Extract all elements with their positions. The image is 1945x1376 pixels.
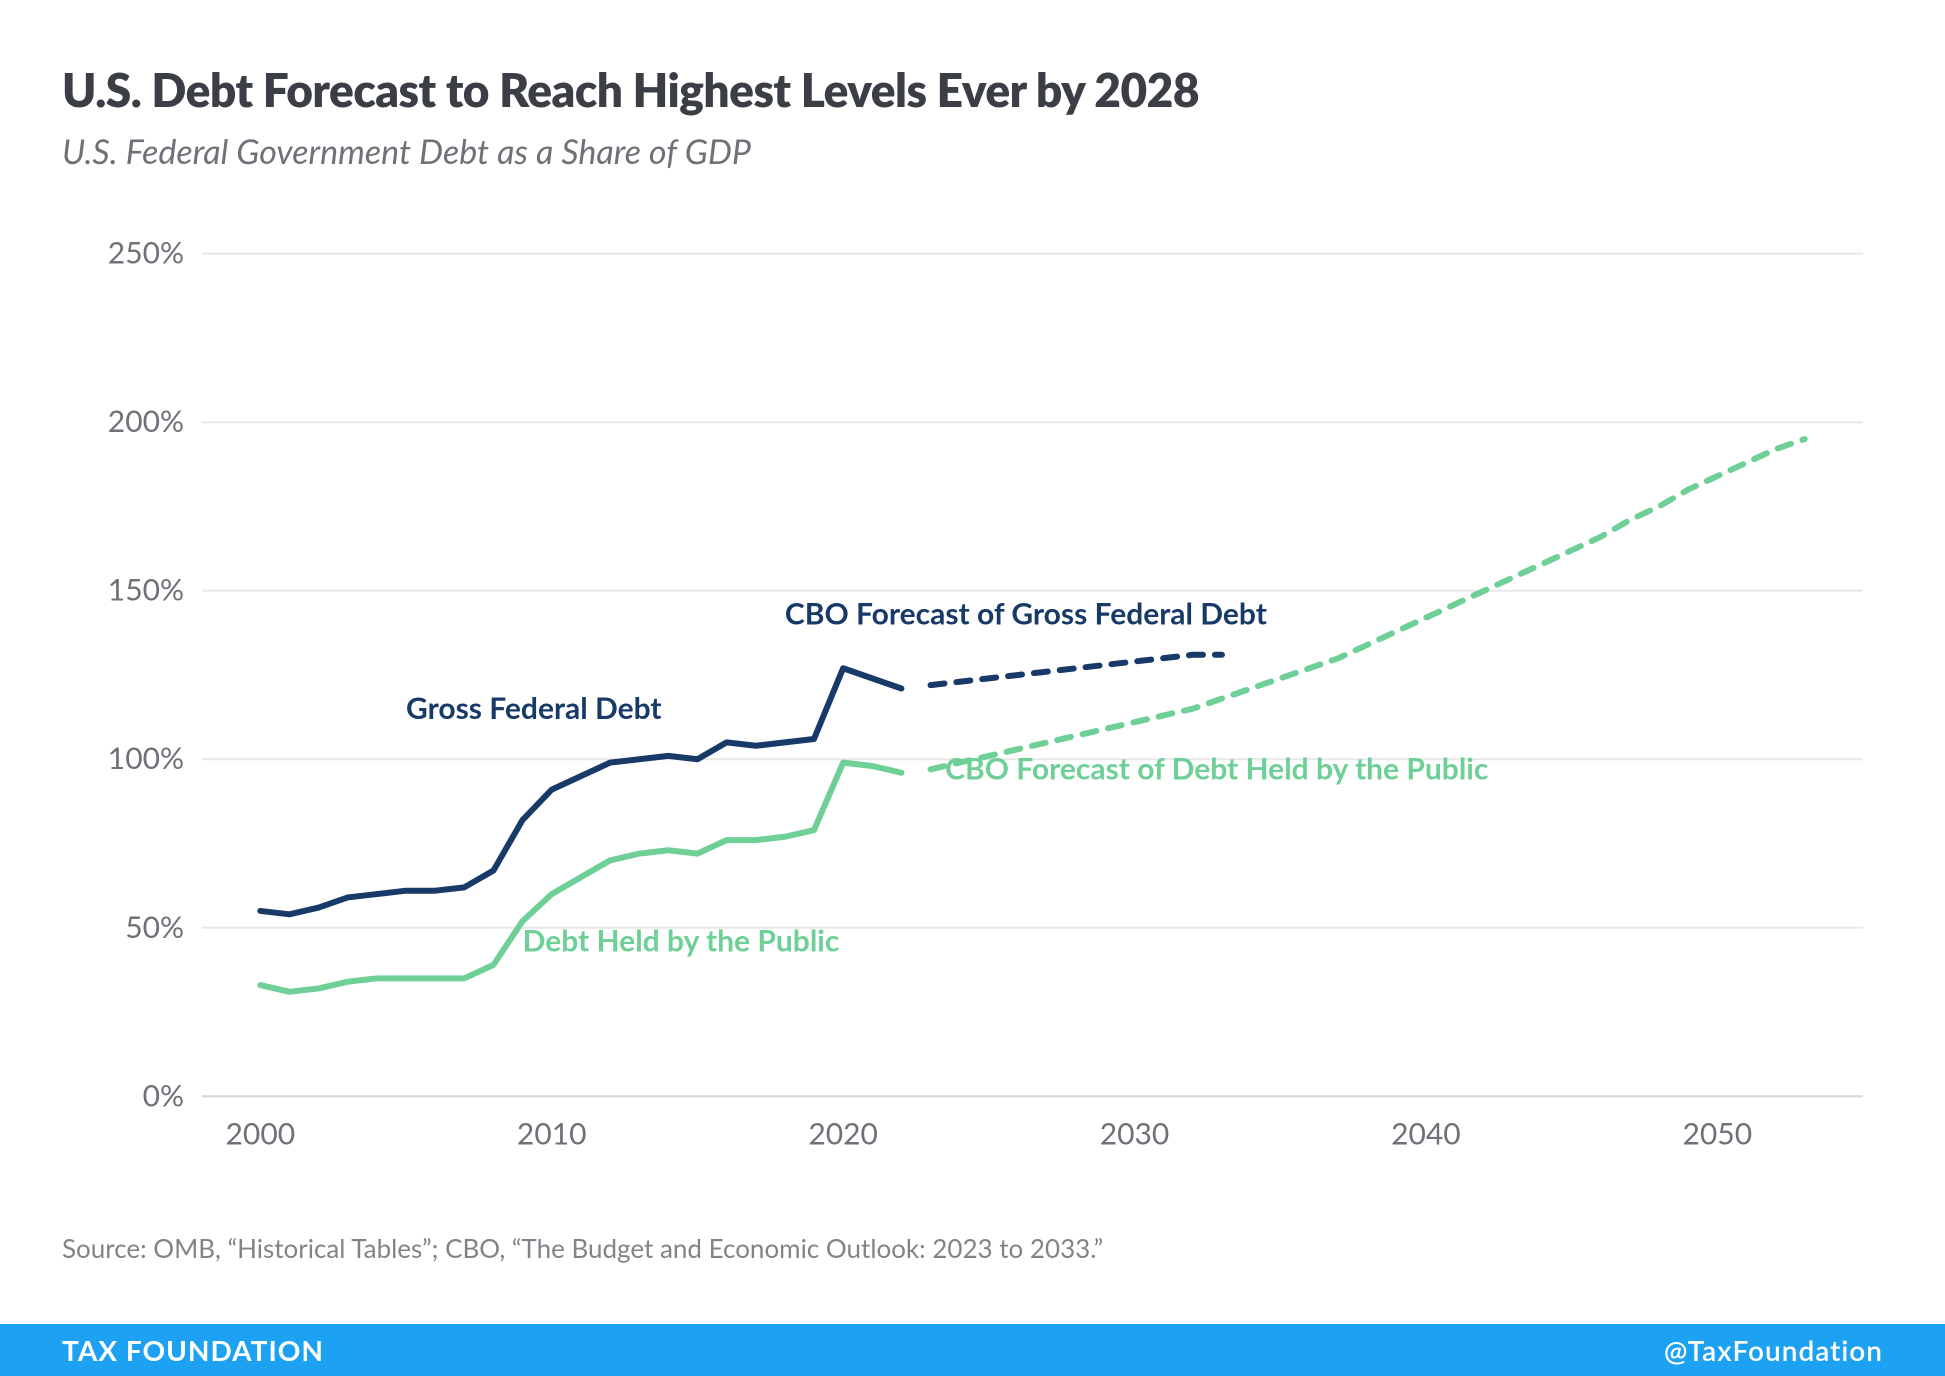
series-label-debt_public: Debt Held by the Public [523,922,840,958]
y-tick-label: 150% [108,572,184,608]
chart-subtitle: U.S. Federal Government Debt as a Share … [62,131,1883,172]
x-tick-label: 2010 [517,1115,587,1151]
x-tick-label: 2020 [808,1115,878,1151]
line-chart-svg: 0% 50% 100% 150% 200% 250% 2000 2010 2020 2030 204… [62,200,1883,1210]
footer-org: TAX FOUNDATION [62,1333,324,1367]
x-tick-label: 2050 [1682,1115,1752,1151]
y-tick-label: 0% [143,1077,184,1113]
series-label-gross_federal_debt: Gross Federal Debt [406,690,662,726]
series-label-cbo_gross_forecast: CBO Forecast of Gross Federal Debt [785,595,1267,631]
chart-title: U.S. Debt Forecast to Reach Highest Leve… [62,62,1883,117]
y-tick-label: 200% [108,403,184,439]
footer-bar: TAX FOUNDATION @TaxFoundation [0,1324,1945,1376]
series-cbo_gross_forecast [931,655,1222,685]
x-tick-label: 2040 [1391,1115,1461,1151]
footer-handle: @TaxFoundation [1664,1333,1883,1367]
chart-source-note: Source: OMB, “Historical Tables”; CBO, “… [62,1232,1883,1264]
series-label-cbo_public_forecast: CBO Forecast of Debt Held by the Public [945,750,1488,786]
y-tick-label: 100% [108,740,184,776]
chart-card: U.S. Debt Forecast to Reach Highest Leve… [0,0,1945,1376]
x-tick-label: 2000 [226,1115,296,1151]
y-tick-label: 250% [108,235,184,271]
chart-plot-area: 0% 50% 100% 150% 200% 250% 2000 2010 2020 2030 204… [62,200,1883,1210]
x-tick-label: 2030 [1100,1115,1170,1151]
y-tick-label: 50% [125,909,184,945]
